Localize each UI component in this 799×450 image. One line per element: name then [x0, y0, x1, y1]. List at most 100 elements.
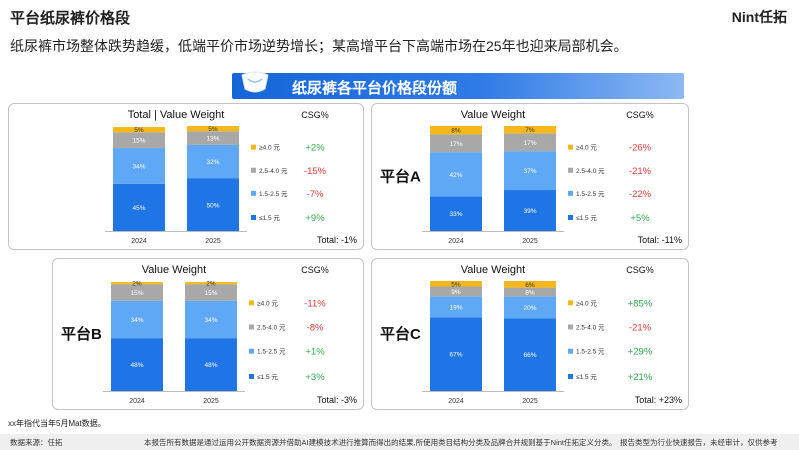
- csg-value: +21%: [628, 372, 653, 383]
- total-growth: Total: -3%: [317, 395, 357, 405]
- x-tick-label: 2024: [448, 398, 464, 405]
- bar-segment: [111, 284, 163, 301]
- legend-label: 1.5-2.5 元: [257, 348, 286, 356]
- bar-segment: [113, 183, 165, 231]
- csg-value: +9%: [305, 213, 325, 224]
- legend-swatch: [251, 144, 256, 150]
- csg-value: +85%: [628, 298, 653, 309]
- brand-logo: Nint任拓: [731, 9, 787, 25]
- legend-swatch: [568, 324, 573, 330]
- footnote: xx年指代当年5月Mat数据。: [8, 419, 106, 428]
- bar-value-label: 19%: [449, 304, 462, 311]
- bar-segment: [111, 300, 163, 339]
- legend-swatch: [251, 190, 256, 196]
- platform-label: 平台C: [380, 325, 421, 343]
- legend-swatch: [251, 215, 256, 220]
- legend-swatch: [249, 348, 254, 354]
- x-tick-label: 2025: [522, 398, 538, 405]
- diaper-icon: [241, 71, 269, 93]
- legend-label: ≤1.5 元: [257, 373, 278, 381]
- csg-header: CSG%: [626, 110, 654, 120]
- x-tick-label: 2025: [522, 238, 538, 245]
- bar-segment: [185, 300, 237, 339]
- chart-title: Value Weight: [142, 264, 206, 276]
- csg-value: +3%: [305, 372, 325, 383]
- legend-swatch: [568, 144, 573, 150]
- legend-label: ≤1.5 元: [576, 373, 597, 381]
- bar-segment: [430, 126, 482, 135]
- bar-segment: [187, 126, 239, 132]
- csg-value: -21%: [629, 166, 652, 177]
- bar-segment: [504, 133, 556, 152]
- chart-title: Value Weight: [461, 264, 525, 276]
- csg-header: CSG%: [301, 265, 329, 275]
- legend-swatch: [568, 348, 573, 354]
- bar-value-label: 7%: [525, 127, 535, 134]
- footer-disclaimer: 本报告所有数据是通过运用公开数据资源并借助AI建模技术进行推算而得出的结果,所使…: [144, 438, 617, 447]
- csg-value: -11%: [304, 298, 326, 309]
- bar-segment: [185, 282, 237, 285]
- banner-title: 纸尿裤各平台价格段份额: [292, 80, 458, 97]
- x-tick-label: 2025: [205, 238, 221, 245]
- bar-value-label: 20%: [523, 305, 536, 312]
- legend-swatch: [249, 374, 254, 379]
- bar-value-label: 37%: [523, 168, 536, 175]
- bar-value-label: 17%: [523, 140, 536, 147]
- legend-label: 2.5-4.0 元: [576, 324, 605, 332]
- bar-value-label: 50%: [206, 202, 219, 209]
- footer-type-note: 报告类型为行业快速报告，未经审计，仅供参考: [620, 438, 778, 447]
- legend-label: ≥4.0 元: [259, 144, 280, 152]
- chart-panel-platform-c: Value Weight 平台C 67% 19% 9% 5% 2024 66% 20% 8% 6% 2…: [371, 258, 689, 410]
- bar-value-label: 67%: [449, 352, 462, 359]
- bar-segment: [113, 132, 165, 149]
- bar-segment: [113, 127, 165, 133]
- bar-value-label: 15%: [132, 138, 145, 145]
- legend-label: 1.5-2.5 元: [259, 190, 288, 198]
- csg-value: -26%: [629, 143, 652, 154]
- csg-value: +29%: [628, 347, 653, 358]
- bar-segment: [187, 131, 239, 145]
- csg-value: +1%: [305, 347, 325, 358]
- bar-value-label: 39%: [523, 208, 536, 215]
- bar-value-label: 2%: [132, 281, 142, 288]
- page-subtitle: 纸尿裤市场整体跌势趋缓，低端平价市场逆势增长；某高增平台下高端市场在25年也迎来…: [10, 38, 628, 54]
- bar-value-label: 8%: [451, 128, 461, 135]
- bar-segment: [185, 284, 237, 301]
- bar-value-label: 34%: [204, 317, 217, 324]
- bar-value-label: 6%: [525, 282, 535, 289]
- legend-label: ≥4.0 元: [257, 299, 278, 307]
- legend-label: 1.5-2.5 元: [576, 348, 605, 356]
- platform-label: 平台B: [61, 325, 102, 343]
- bar-value-label: 5%: [134, 127, 144, 134]
- bar-value-label: 48%: [130, 362, 143, 369]
- legend-swatch: [249, 300, 254, 306]
- chart-title: Total | Value Weight: [128, 109, 225, 121]
- chart-platform-c: Value Weight 平台C 67% 19% 9%5% 2024 66% 20% 8%6% 2…: [380, 264, 682, 405]
- bar-value-label: 8%: [525, 290, 535, 297]
- total-growth: Total: -11%: [638, 235, 682, 245]
- legend-swatch: [249, 324, 254, 330]
- total-growth: Total: -1%: [317, 235, 357, 245]
- legend-label: ≤1.5 元: [576, 214, 597, 222]
- csg-value: -15%: [304, 166, 327, 177]
- bar-value-label: 34%: [132, 163, 145, 170]
- bar-segment: [430, 134, 482, 153]
- bar-value-label: 9%: [451, 289, 461, 296]
- csg-value: -21%: [629, 323, 652, 334]
- bar-value-label: 42%: [449, 172, 462, 179]
- legend-label: ≤1.5 元: [259, 214, 280, 222]
- legend-swatch: [568, 300, 573, 306]
- csg-value: +5%: [630, 213, 650, 224]
- bar-value-label: 15%: [204, 290, 217, 297]
- csg-value: -8%: [307, 323, 324, 334]
- platform-label: 平台A: [380, 168, 421, 186]
- bar-value-label: 66%: [523, 352, 536, 359]
- bar-segment: [504, 318, 556, 391]
- bar-segment: [504, 151, 556, 191]
- csg-value: -22%: [629, 189, 652, 200]
- bar-value-label: 48%: [204, 362, 217, 369]
- bar-segment: [113, 148, 165, 184]
- x-tick-label: 2024: [131, 238, 147, 245]
- csg-header: CSG%: [301, 110, 329, 120]
- section-banner: 纸尿裤各平台价格段份额: [232, 71, 684, 99]
